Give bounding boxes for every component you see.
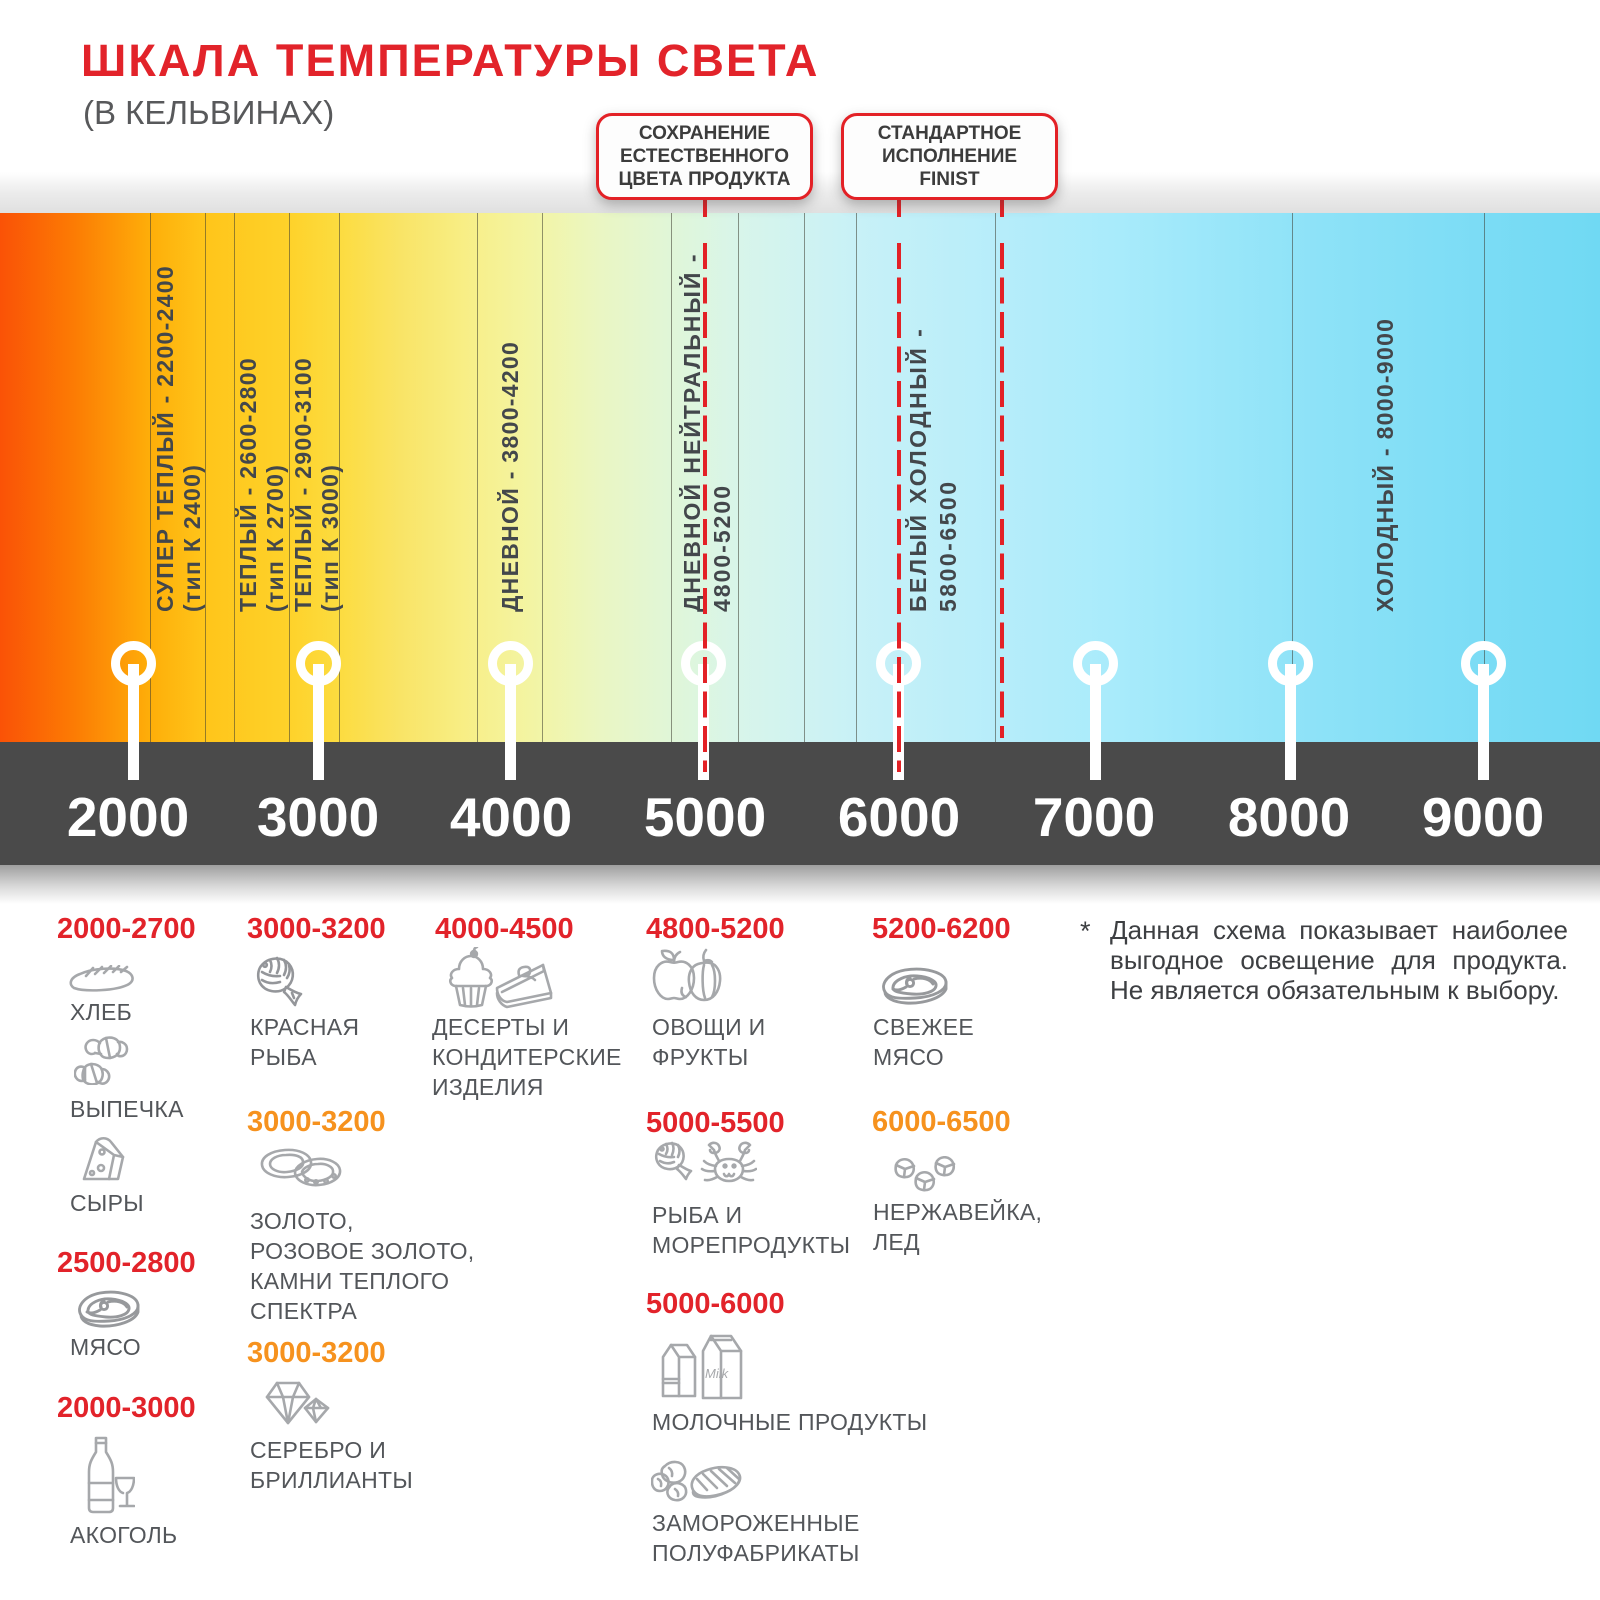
svg-text:Milk: Milk (705, 1366, 730, 1381)
